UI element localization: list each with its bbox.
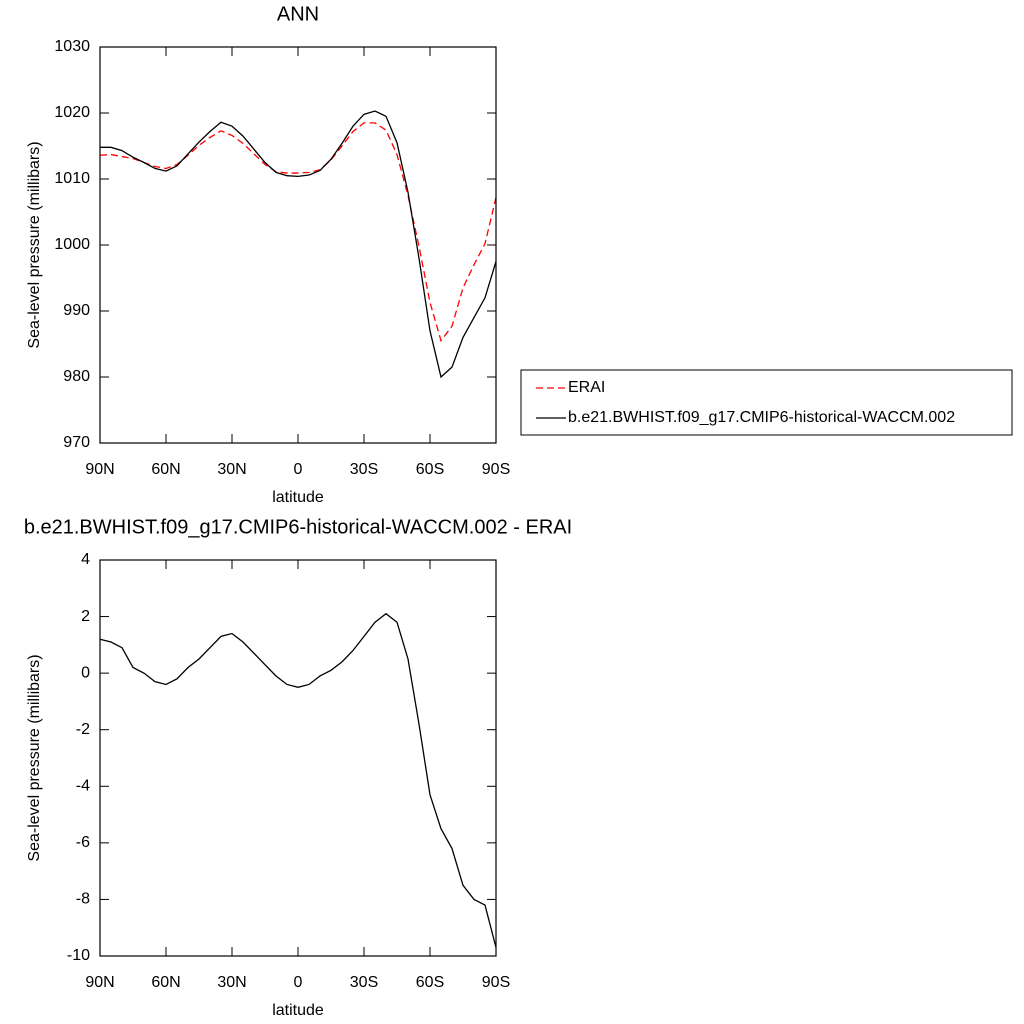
plot-frame	[99, 559, 497, 957]
x-axis-label: latitude	[272, 489, 324, 506]
x-tick-label: 60S	[416, 461, 444, 478]
y-tick-label: -8	[76, 891, 90, 908]
chart-title: b.e21.BWHIST.f09_g17.CMIP6-historical-WA…	[24, 516, 572, 538]
series-line	[99, 122, 497, 343]
plot-frame	[99, 46, 497, 444]
y-axis-label: Sea-level pressure (millibars)	[26, 654, 43, 861]
legend-label: ERAI	[568, 379, 605, 396]
x-tick-label: 30N	[217, 461, 246, 478]
series-line	[100, 110, 497, 379]
x-axis-label: latitude	[272, 1002, 324, 1019]
x-tick-label: 90N	[85, 461, 114, 478]
x-tick-label: 60S	[416, 974, 444, 991]
y-tick-label: 1030	[54, 38, 90, 55]
x-tick-label: 90S	[482, 461, 510, 478]
legend-box	[520, 369, 1013, 436]
x-tick-label: 90N	[85, 974, 114, 991]
y-tick-label: 1010	[54, 170, 90, 187]
y-tick-label: 4	[81, 551, 90, 568]
y-tick-label: 980	[63, 368, 90, 385]
y-tick-label: -10	[67, 947, 90, 964]
x-tick-label: 30S	[350, 461, 378, 478]
x-tick-label: 90S	[482, 974, 510, 991]
y-tick-label: 1000	[54, 236, 90, 253]
x-tick-label: 30N	[217, 974, 246, 991]
y-tick-label: 1020	[54, 104, 90, 121]
y-tick-label: -2	[76, 721, 90, 738]
y-tick-label: 2	[81, 608, 90, 625]
legend-label: b.e21.BWHIST.f09_g17.CMIP6-historical-WA…	[568, 409, 955, 426]
y-tick-label: 990	[63, 302, 90, 319]
x-tick-label: 60N	[151, 974, 180, 991]
y-tick-label: 0	[81, 664, 90, 681]
y-axis-label: Sea-level pressure (millibars)	[26, 141, 43, 348]
x-tick-label: 0	[294, 461, 303, 478]
series-line	[99, 612, 497, 948]
y-tick-label: -4	[76, 778, 90, 795]
x-tick-label: 0	[294, 974, 303, 991]
y-tick-label: 970	[63, 434, 90, 451]
x-tick-label: 60N	[151, 461, 180, 478]
y-tick-label: -6	[76, 834, 90, 851]
x-tick-label: 30S	[350, 974, 378, 991]
chart-title: ANN	[277, 3, 319, 25]
